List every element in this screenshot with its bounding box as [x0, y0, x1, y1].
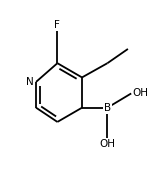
Text: F: F: [54, 20, 60, 30]
Text: OH: OH: [133, 88, 149, 98]
Text: OH: OH: [99, 139, 115, 149]
Text: N: N: [26, 77, 34, 87]
Text: B: B: [104, 103, 111, 113]
